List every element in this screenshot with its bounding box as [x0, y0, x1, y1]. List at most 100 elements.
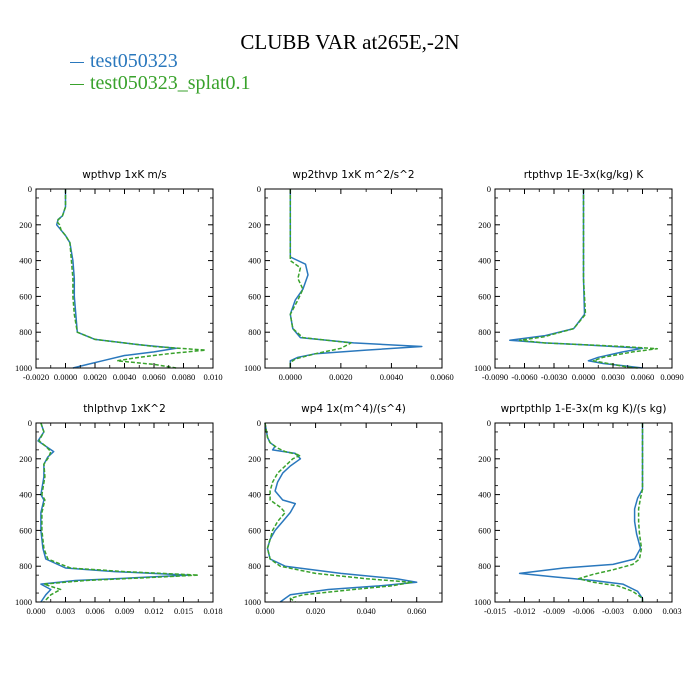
plot-frame [494, 422, 673, 603]
series-line [38, 422, 200, 603]
x-tick-label: -0.0090 [482, 372, 508, 382]
y-tick-label: 200 [248, 454, 261, 464]
y-tick-label: 800 [19, 327, 32, 337]
chart-title: thlpthvp 1xK^2 [83, 403, 166, 415]
x-tick-label: -0.009 [543, 606, 565, 616]
chart-title: wprtpthlp 1-E-3x(m kg K)/(s kg) [501, 403, 667, 415]
y-tick-label: 1000 [244, 597, 261, 607]
x-tick-label: 0.020 [306, 606, 325, 616]
x-tick-label: -0.0030 [541, 372, 567, 382]
chart-panel: wprtpthlp 1-E-3x(m kg K)/(s kg) 0 200 400 60… [474, 403, 682, 616]
x-tick-label: 0.0000 [572, 372, 595, 382]
y-tick-label: 800 [478, 561, 491, 571]
x-tick-label: 0.0000 [54, 372, 77, 382]
x-tick-label: 0.0060 [142, 372, 165, 382]
x-tick-label: 0.0060 [430, 372, 453, 382]
x-tick-label: 0.009 [115, 606, 134, 616]
y-tick-label: 600 [248, 291, 261, 301]
x-tick-label: 0.000 [633, 606, 652, 616]
x-tick-label: 0.012 [144, 606, 163, 616]
y-tick-label: 1000 [474, 597, 491, 607]
y-tick-label: 0 [257, 418, 261, 428]
y-tick-label: 600 [19, 291, 32, 301]
chart-panel: wp2thvp 1xK m^2/s^2 0 200 400 600 800 1000 0.00… [244, 169, 454, 382]
x-tick-label: -0.003 [602, 606, 624, 616]
chart-title: wp4 1x(m^4)/(s^4) [301, 403, 406, 415]
y-tick-label: 800 [248, 561, 261, 571]
y-tick-label: 400 [19, 256, 32, 266]
x-tick-label: 0.010 [203, 372, 222, 382]
y-tick-label: 400 [19, 490, 32, 500]
series-line [289, 189, 352, 368]
y-tick-label: 600 [248, 525, 261, 535]
y-tick-label: 400 [478, 490, 491, 500]
y-tick-label: 400 [478, 256, 491, 266]
page-title: CLUBB VAR at265E,-2N [240, 30, 460, 54]
x-tick-label: -0.006 [573, 606, 595, 616]
legend-item-series-1: test050323 [70, 50, 178, 73]
y-tick-label: 1000 [15, 597, 32, 607]
legend-label: test050323_splat0.1 [90, 72, 251, 94]
x-tick-label: 0.0080 [172, 372, 195, 382]
y-tick-label: 0 [487, 184, 491, 194]
x-tick-label: 0.006 [85, 606, 104, 616]
x-tick-label: 0.040 [357, 606, 376, 616]
y-tick-label: 800 [478, 327, 491, 337]
y-tick-label: 600 [478, 525, 491, 535]
x-tick-label: 0.0060 [631, 372, 654, 382]
y-tick-label: 400 [248, 256, 261, 266]
x-tick-label: -0.015 [484, 606, 506, 616]
y-tick-label: 1000 [15, 363, 32, 373]
series-line [264, 422, 413, 603]
x-tick-label: 0.060 [407, 606, 426, 616]
y-tick-label: 0 [487, 418, 491, 428]
x-tick-label: -0.0060 [511, 372, 537, 382]
x-tick-label: -0.012 [514, 606, 536, 616]
chart-panel: rtpthvp 1E-3x(kg/kg) K02004006008001000-… [474, 169, 684, 382]
x-tick-label: 0.0020 [83, 372, 106, 382]
x-tick-label: 0.000 [255, 606, 274, 616]
legend-item-series-2: test050323_splat0.1 [70, 72, 251, 95]
legend-label: test050323 [90, 50, 178, 72]
series-line [289, 189, 423, 368]
y-tick-label: 600 [478, 291, 491, 301]
x-tick-label: 0.0000 [279, 372, 302, 382]
y-tick-label: 400 [248, 490, 261, 500]
legend-line-icon [70, 83, 84, 85]
y-tick-label: 200 [478, 454, 491, 464]
series-line [518, 189, 659, 369]
x-tick-label: 0.0040 [113, 372, 136, 382]
series-line [518, 423, 644, 602]
legend-line-icon [70, 61, 84, 63]
x-tick-label: 0.018 [203, 606, 222, 616]
x-tick-label: 0.0040 [380, 372, 403, 382]
chart-title: wpthvp 1xK m/s [82, 169, 167, 181]
series-line [55, 189, 207, 369]
plot-frame [264, 188, 443, 369]
y-tick-label: 200 [248, 220, 261, 230]
y-tick-label: 0 [28, 184, 32, 194]
y-tick-label: 0 [257, 184, 261, 194]
x-tick-label: 0.015 [174, 606, 193, 616]
chart-title: rtpthvp 1E-3x(kg/kg) K [524, 169, 645, 181]
x-tick-label: 0.003 [662, 606, 681, 616]
y-tick-label: 800 [248, 327, 261, 337]
y-tick-label: 1000 [474, 363, 491, 373]
x-tick-label: 0.0020 [329, 372, 352, 382]
series-line [37, 422, 190, 603]
series-line [55, 189, 177, 369]
chart-panel: wpthvp 1xK m/s 0 200 400 600 800 1000-0.0020 0.… [15, 169, 223, 382]
x-tick-label: -0.0020 [23, 372, 49, 382]
x-tick-label: 0.0090 [660, 372, 683, 382]
y-tick-label: 200 [19, 220, 32, 230]
y-tick-label: 800 [19, 561, 32, 571]
y-tick-label: 0 [28, 418, 32, 428]
y-tick-label: 200 [478, 220, 491, 230]
y-tick-label: 1000 [244, 363, 261, 373]
x-tick-label: 0.003 [56, 606, 75, 616]
y-tick-label: 600 [19, 525, 32, 535]
plot-frame [264, 422, 443, 603]
